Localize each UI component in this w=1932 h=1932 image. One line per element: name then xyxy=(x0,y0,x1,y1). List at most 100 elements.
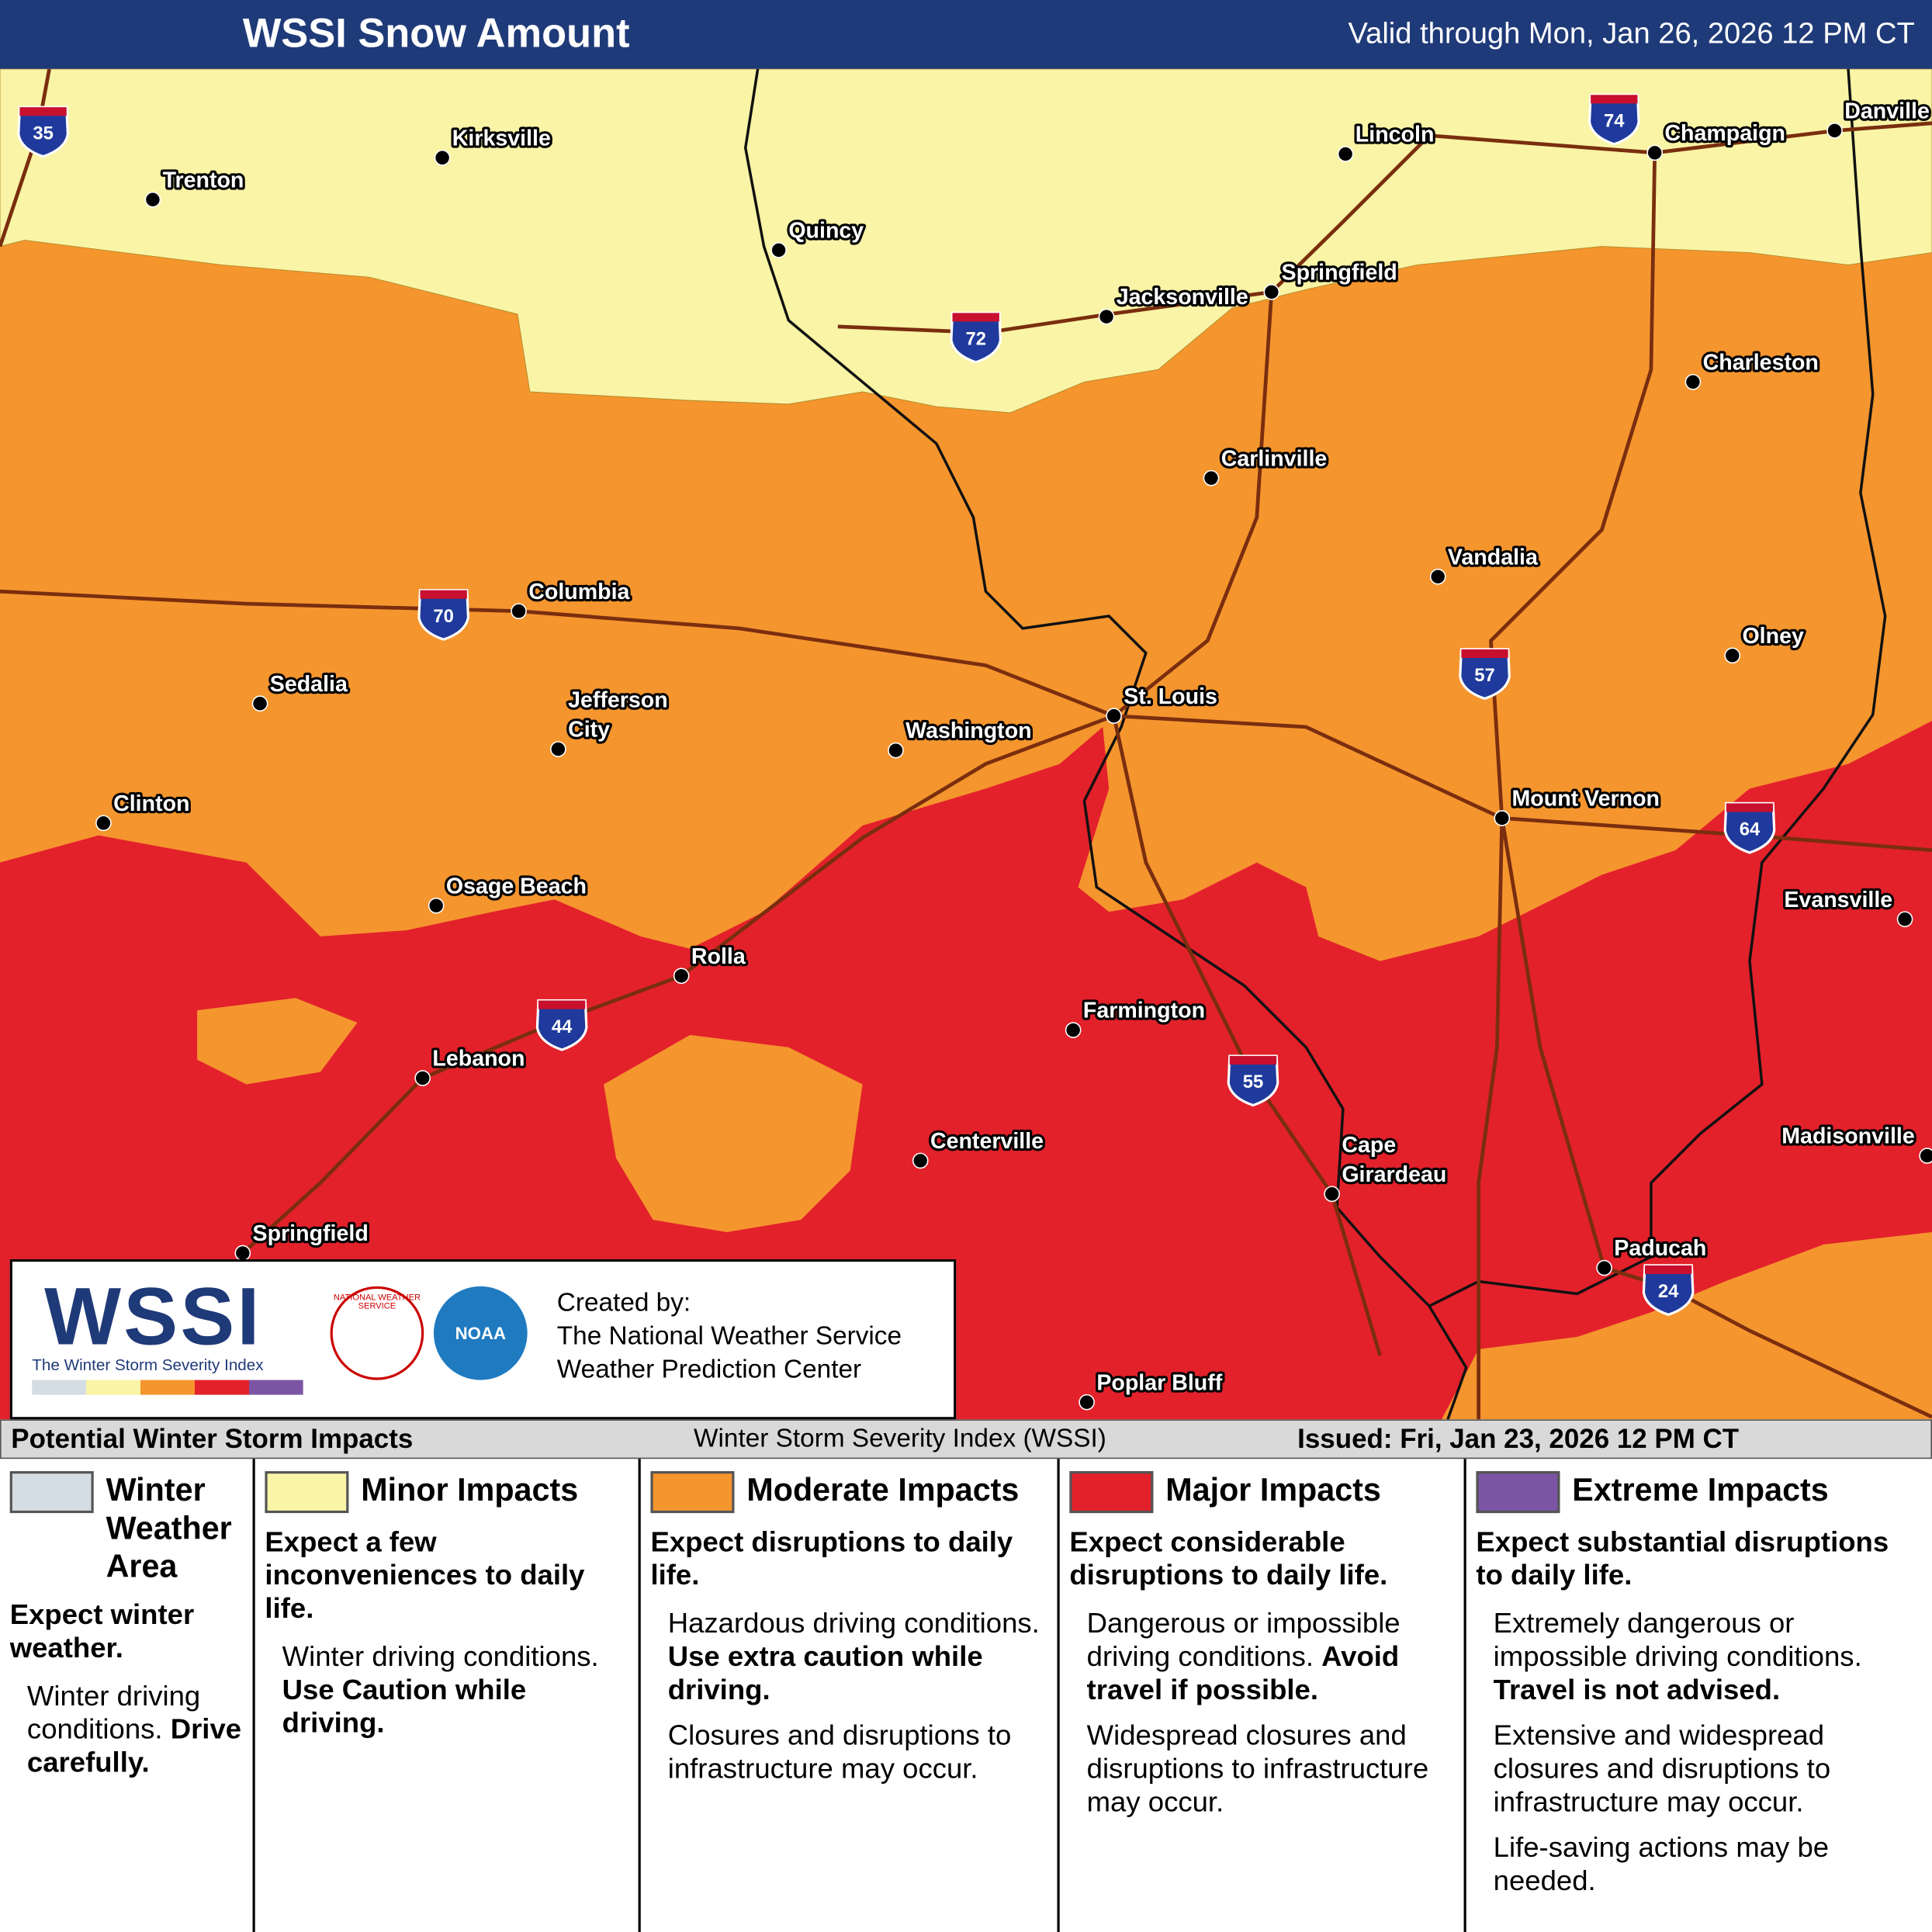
bullet-emphasis: Use Caution while driving. xyxy=(282,1673,527,1739)
credit-text: Created by: The National Weather Service… xyxy=(557,1286,902,1387)
shield-top xyxy=(1726,803,1774,812)
city-label: Quincy xyxy=(788,218,864,243)
city-label: Poplar Bluff xyxy=(1096,1370,1222,1395)
city-label: Charleston xyxy=(1703,350,1819,375)
interstate-number: 72 xyxy=(965,329,985,350)
interstate-shield: 35 xyxy=(17,106,69,158)
shield-top xyxy=(1229,1055,1277,1065)
interstate-number: 74 xyxy=(1604,111,1625,132)
city-label: Champaign xyxy=(1664,121,1785,146)
legend-heading: Winter Weather Area xyxy=(9,1471,243,1586)
city-dot xyxy=(1106,708,1122,724)
city-label: Mount Vernon xyxy=(1511,787,1660,812)
shield-shape xyxy=(417,589,470,641)
city-label: Girardeau xyxy=(1342,1162,1446,1187)
city-dot xyxy=(1919,1148,1932,1164)
interstate-shield: 74 xyxy=(1587,93,1640,146)
interstate-shields: 35 74 72 70 57 64 44 55 24 xyxy=(17,93,1776,1317)
city-dot xyxy=(1065,1022,1082,1038)
legend-bullet: Hazardous driving conditions. Use extra … xyxy=(668,1607,1047,1707)
shield-shape xyxy=(17,106,69,158)
legend-heading: Major Impacts xyxy=(1069,1471,1453,1514)
city-dot xyxy=(1896,911,1913,927)
bullet-text: Closures and disruptions to infrastructu… xyxy=(667,1719,1012,1785)
issued-time: Issued: Fri, Jan 23, 2026 12 PM CT xyxy=(1297,1423,1740,1454)
city-label: Danville xyxy=(1844,99,1930,123)
legend-column: Winter Weather Area Expect winter weather… xyxy=(0,1459,255,1932)
mississippi-river xyxy=(743,68,1468,1420)
legend-heading: Moderate Impacts xyxy=(650,1471,1047,1514)
credit-line: The National Weather Service xyxy=(556,1321,902,1351)
city-label: Paducah xyxy=(1614,1236,1706,1261)
city-label: Clinton xyxy=(113,791,189,816)
legend-swatch xyxy=(1476,1471,1560,1514)
city-label: Sedalia xyxy=(270,672,348,697)
city-dot xyxy=(1324,1186,1340,1203)
city-label: Kirksville xyxy=(452,126,551,151)
legend-swatch xyxy=(1069,1471,1154,1514)
credit-line: Weather Prediction Center xyxy=(556,1355,862,1384)
interstate-number: 24 xyxy=(1658,1281,1679,1302)
shield-shape xyxy=(1642,1264,1695,1317)
created-by: Created by: xyxy=(556,1289,691,1317)
moderate-pocket xyxy=(604,1034,863,1233)
city-dot xyxy=(1684,373,1702,390)
city-label: Farmington xyxy=(1083,999,1205,1023)
bullet-emphasis: Drive carefully. xyxy=(26,1712,242,1778)
interstates xyxy=(0,68,1932,1420)
shield-shape xyxy=(535,999,588,1051)
footer-center: Winter Storm Severity Index (WSSI) xyxy=(694,1424,1106,1453)
bullet-emphasis: Avoid travel if possible. xyxy=(1086,1639,1400,1705)
city-label: Carlinville xyxy=(1221,446,1328,471)
interstate-number: 55 xyxy=(1243,1072,1263,1092)
shield-top xyxy=(952,313,999,322)
city-dot xyxy=(95,815,112,832)
legend-bullet: Winter driving conditions. Drive careful… xyxy=(27,1679,243,1779)
legend-label: Winter Weather Area xyxy=(106,1471,232,1585)
bullet-text: Extensive and widespread closures and di… xyxy=(1493,1719,1831,1818)
city-dot xyxy=(888,742,904,759)
city-label: Olney xyxy=(1742,624,1804,649)
legend-heading: Extreme Impacts xyxy=(1476,1471,1922,1514)
city-label: Rolla xyxy=(691,944,746,969)
noaa-logo: NOAA xyxy=(433,1286,528,1380)
header: WSSI Snow Amount Valid through Mon, Jan … xyxy=(0,0,1932,69)
city-label: Evansville xyxy=(1784,888,1892,912)
legend-label: Extreme Impacts xyxy=(1572,1471,1829,1508)
city-dot xyxy=(1429,568,1446,585)
city-label: Madisonville xyxy=(1781,1124,1915,1149)
bullet-text: Hazardous driving conditions. xyxy=(667,1606,1040,1639)
valid-time: Valid through Mon, Jan 26, 2026 12 PM CT xyxy=(1348,17,1915,51)
minor-area xyxy=(0,68,1932,414)
footer-bar: Potential Winter Storm Impacts Winter St… xyxy=(0,1419,1932,1459)
city-label: Osage Beach xyxy=(446,874,587,898)
shield-top xyxy=(420,590,467,599)
city-dot xyxy=(1494,810,1511,826)
city-dot xyxy=(144,191,161,208)
shield-shape xyxy=(1587,93,1640,146)
legend-bullet: Life-saving actions may be needed. xyxy=(1494,1831,1923,1898)
city-dot xyxy=(1079,1394,1095,1411)
credit-box: WSSI The Winter Storm Severity Index NAT… xyxy=(9,1259,957,1420)
city-dot xyxy=(434,149,451,166)
legend-bullet: Extremely dangerous or impossible drivin… xyxy=(1494,1607,1923,1707)
city-dot xyxy=(251,695,268,712)
city-dot xyxy=(1646,144,1664,161)
interstate-shield: 55 xyxy=(1227,1054,1279,1107)
legend-column: Moderate Impacts Expect disruptions to da… xyxy=(641,1459,1060,1932)
city-dot xyxy=(1098,308,1115,325)
interstate-number: 64 xyxy=(1740,819,1761,840)
bullet-text: Winter driving conditions. xyxy=(282,1639,599,1672)
legend-bullet: Widespread closures and disruptions to i… xyxy=(1087,1719,1454,1819)
major-area xyxy=(0,720,1932,1420)
city-dot xyxy=(1596,1259,1612,1276)
city-label: Jacksonville xyxy=(1117,285,1248,310)
shield-top xyxy=(538,1000,586,1009)
city-label: Columbia xyxy=(528,580,630,604)
legend-bullet: Closures and disruptions to infrastructu… xyxy=(668,1719,1047,1785)
legend-summary: Expect winter weather. xyxy=(9,1598,195,1664)
bullet-emphasis: Travel is not advised. xyxy=(1493,1673,1781,1705)
city-label: Jefferson xyxy=(568,688,668,713)
legend-label: Moderate Impacts xyxy=(746,1471,1020,1508)
